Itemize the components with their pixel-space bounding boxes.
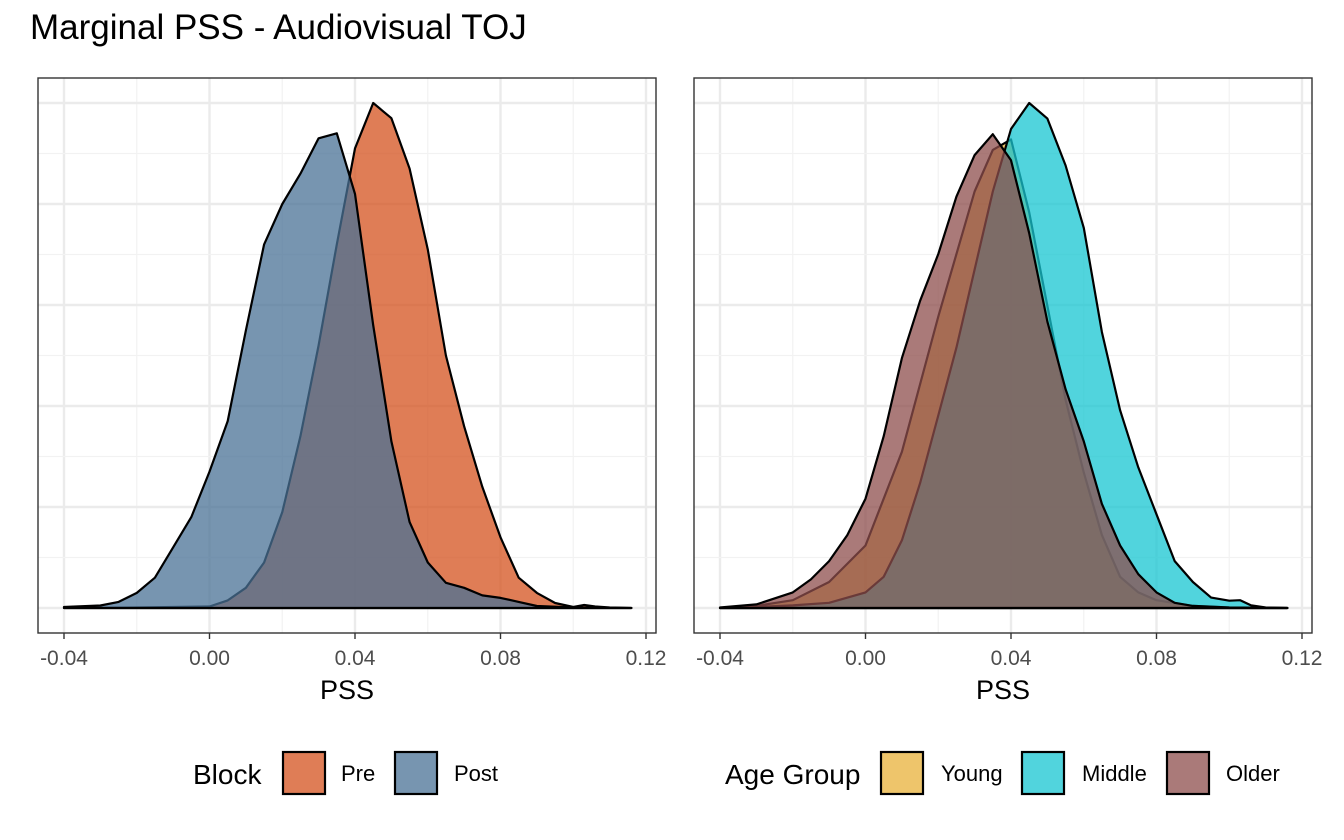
x-axis-title: PSS (976, 675, 1030, 705)
x-tick-label: 0.12 (626, 647, 667, 670)
plot-border (37, 77, 657, 634)
density-area-older (718, 133, 1289, 610)
legend-key-young (879, 750, 925, 796)
x-tick-label: 0.08 (1136, 647, 1177, 670)
x-tick-label: 0.08 (480, 647, 521, 670)
page-title: Marginal PSS - Audiovisual TOJ (30, 8, 527, 47)
x-tick-label: 0.00 (845, 647, 886, 670)
legend-age-group: Age Group Young Middle Older (725, 750, 1280, 796)
x-tick-label: 0.00 (189, 647, 230, 670)
legend-block: Block Pre Post (193, 750, 498, 796)
legend-key-post (393, 750, 439, 796)
legend-title: Age Group (725, 759, 860, 790)
x-tick-label: 0.12 (1282, 647, 1323, 670)
x-tick-label: 0.04 (335, 647, 376, 670)
density-panel-age-group: -0.04 0.00 0.04 0.08 0.12 PSS (693, 77, 1323, 705)
x-tick-label: 0.04 (991, 647, 1032, 670)
legend-key-pre (281, 750, 327, 796)
legend-key-middle (1020, 750, 1066, 796)
legend-key-older (1165, 750, 1211, 796)
legend-label-young: Young (941, 761, 1003, 786)
x-tick-label: -0.04 (696, 647, 744, 670)
legend-label-older: Older (1226, 761, 1280, 786)
density-panel-block: -0.04 0.00 0.04 0.08 0.12 PSS (37, 77, 667, 705)
density-area-post (62, 132, 633, 610)
x-tick-label: -0.04 (40, 647, 88, 670)
legend-label-middle: Middle (1082, 761, 1147, 786)
legend-title: Block (193, 759, 262, 790)
legend-label-pre: Pre (341, 761, 375, 786)
legend-label-post: Post (454, 761, 498, 786)
x-axis-title: PSS (320, 675, 374, 705)
plot-border (693, 77, 1313, 634)
